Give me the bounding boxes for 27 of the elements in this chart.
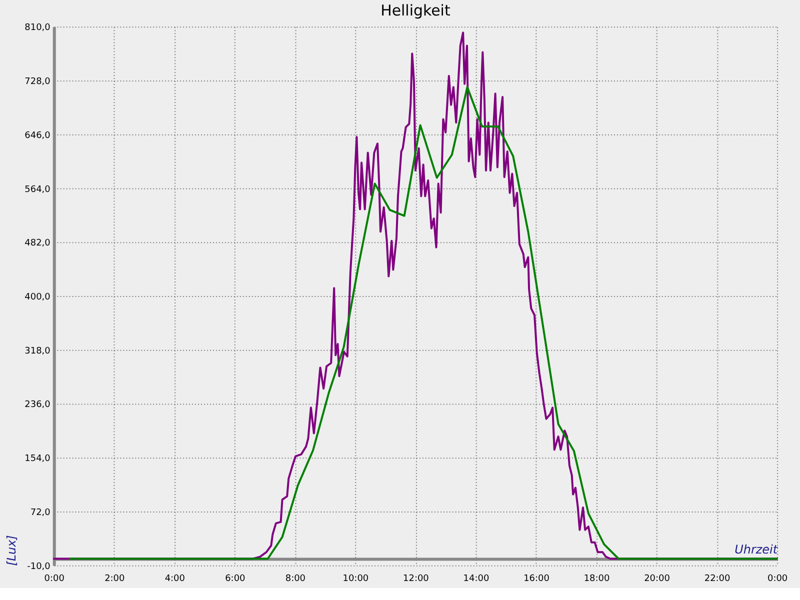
x-tick-label: 20:00	[644, 574, 670, 584]
x-tick-label: 0:00	[767, 574, 788, 584]
y-tick-label: 564,0	[24, 184, 51, 195]
x-tick-label: 0:00	[44, 574, 65, 584]
y-tick-label: 72,0	[30, 508, 51, 518]
y-tick-label: 646,0	[24, 130, 51, 141]
y-axis-title: [Lux]	[4, 534, 19, 566]
y-tick-label: 728,0	[24, 77, 51, 88]
x-axis-title: Uhrzeit	[734, 542, 779, 556]
y-tick-label: -10,0	[27, 562, 51, 572]
y-tick-label: 236,0	[24, 400, 51, 410]
x-tick-label: 2:00	[104, 574, 125, 584]
y-tick-label: 810,0	[24, 23, 51, 34]
x-tick-label: 4:00	[164, 574, 186, 584]
x-tick-label: 6:00	[225, 574, 246, 584]
y-tick-label: 482,0	[24, 238, 51, 249]
x-tick-label: 22:00	[704, 574, 730, 584]
x-tick-label: 8:00	[285, 574, 306, 584]
x-tick-label: 10:00	[342, 574, 369, 584]
y-tick-label: 154,0	[24, 454, 51, 464]
x-tick-label: 16:00	[524, 574, 550, 584]
x-tick-label: 18:00	[584, 574, 610, 584]
y-tick-label: 400,0	[24, 292, 51, 302]
y-tick-label: 318,0	[24, 346, 51, 356]
chart-title: Helligkeit	[380, 2, 450, 20]
x-tick-label: 12:00	[403, 574, 430, 584]
x-tick-label: 14:00	[463, 574, 490, 584]
